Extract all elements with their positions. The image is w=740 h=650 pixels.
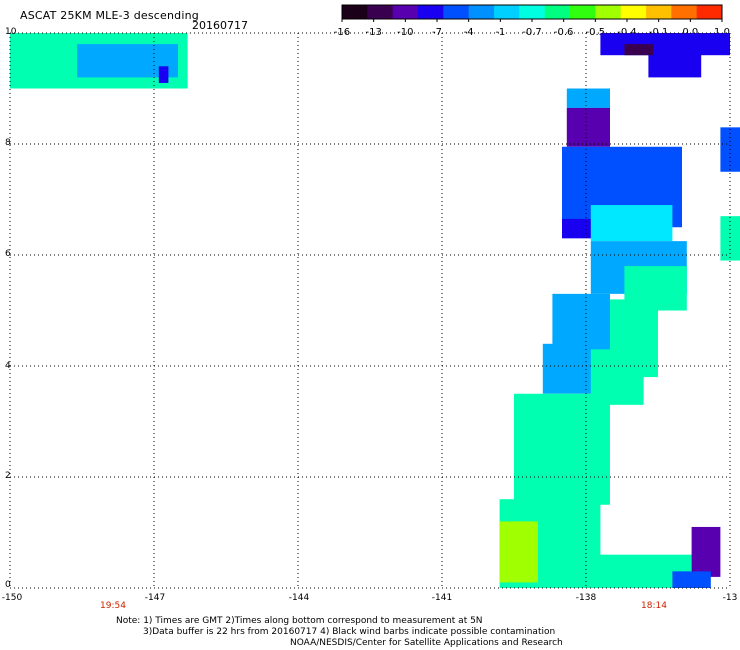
wind-cell (720, 216, 740, 261)
colorbar-tick-label: -13 (365, 27, 381, 38)
wind-cell (158, 66, 169, 83)
x-tick-label: -144 (288, 593, 310, 603)
note-line-3: NOAA/NESDIS/Center for Satellite Applica… (290, 638, 563, 648)
wind-cell (624, 44, 654, 56)
colorbar-tick-label: -0.5 (586, 27, 606, 38)
time-label-left: 19:54 (100, 601, 126, 611)
wind-cell (590, 205, 673, 242)
colorbar-swatch (494, 5, 520, 19)
y-tick-label: 0 (5, 580, 11, 590)
colorbar-swatch (620, 5, 647, 19)
wind-cell (691, 526, 721, 577)
x-tick-label: -141 (431, 593, 453, 603)
y-tick-label: 10 (5, 27, 17, 37)
colorbar-swatch (646, 5, 672, 19)
wind-cell (514, 393, 610, 505)
wind-cell (672, 571, 711, 588)
x-tick-label: -150 (1, 593, 23, 603)
y-tick-label: 4 (5, 361, 11, 371)
colorbar-swatch (544, 5, 571, 19)
x-tick-label: -138 (575, 593, 597, 603)
chart-title: ASCAT 25KM MLE-3 descending (20, 9, 199, 22)
colorbar-swatch (468, 5, 495, 19)
colorbar-swatch (570, 5, 596, 19)
colorbar-tick-label: -4 (464, 27, 474, 38)
y-tick-label: 6 (5, 249, 11, 259)
colorbar-tick-label: -7 (432, 27, 442, 38)
note-line-2: 3)Data buffer is 22 hrs from 20160717 4)… (143, 627, 556, 637)
note-line-1: Note: 1) Times are GMT 2)Times along bot… (116, 616, 483, 626)
colorbar-tick-label: -0.7 (522, 27, 542, 38)
colorbar-swatch (392, 5, 419, 19)
colorbar-swatch (595, 5, 622, 19)
colorbar-tick-label: -10 (397, 27, 413, 38)
colorbar-swatch (367, 5, 394, 19)
y-tick-label: 2 (5, 471, 11, 481)
chart-date: 20160717 (192, 19, 248, 32)
colorbar-swatch (671, 5, 698, 19)
wind-cells (10, 33, 740, 588)
wind-cell (499, 521, 538, 583)
colorbar-tick-label: -0.6 (554, 27, 574, 38)
colorbar-swatch (519, 5, 546, 19)
wind-cell (566, 88, 610, 108)
colorbar-swatch (696, 5, 723, 19)
grid-lines (9, 32, 731, 589)
wind-cell (648, 38, 702, 78)
x-tick-label: -13 (722, 593, 738, 603)
y-tick-label: 8 (5, 138, 11, 148)
colorbar-swatches (342, 5, 723, 19)
time-label-right: 18:14 (641, 601, 667, 611)
colorbar-swatch (443, 5, 470, 19)
wind-cell (566, 107, 610, 147)
colorbar-swatch (418, 5, 444, 19)
colorbar-tick-label: -1 (495, 27, 505, 38)
colorbar-swatch (342, 5, 368, 19)
x-tick-label: -147 (144, 593, 166, 603)
